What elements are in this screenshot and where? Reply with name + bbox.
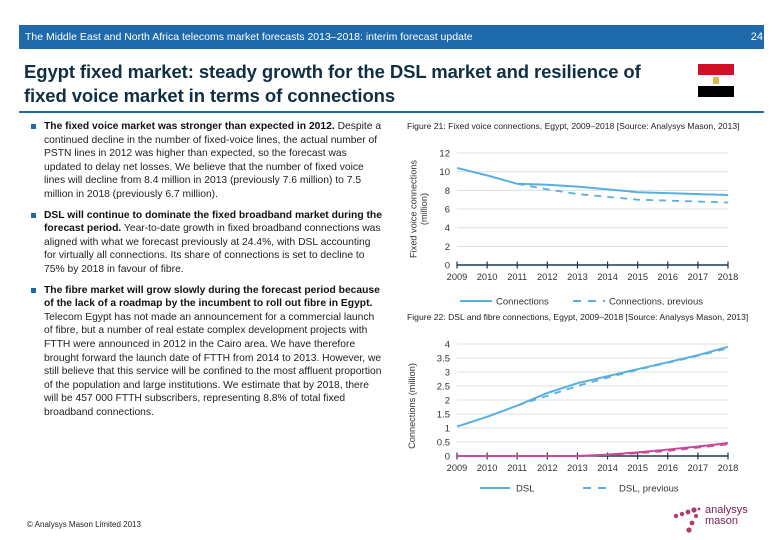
- y-tick-label: 1: [445, 424, 450, 435]
- running-title: The Middle East and North Africa telecom…: [25, 31, 473, 43]
- eagle-emblem-icon: [713, 77, 719, 84]
- x-tick-label: 2011: [507, 272, 527, 282]
- y-tick-label: 2.5: [437, 382, 450, 393]
- analysys-mason-logo-icon: [673, 507, 701, 533]
- y-axis-label: Connections (million): [407, 363, 417, 449]
- y-tick-label: 8: [445, 186, 450, 197]
- x-tick-label: 2014: [597, 272, 618, 282]
- y-axis-label: Fixed voice connections(million): [408, 160, 429, 258]
- bullet-list: The fixed voice market was stronger than…: [30, 120, 385, 426]
- title-divider: [19, 111, 764, 113]
- bullet-item: The fibre market will grow slowly during…: [30, 284, 385, 420]
- bullet-heading: DSL will continue to dominate the fixed …: [44, 209, 382, 235]
- bullet-heading: The fixed voice market was stronger than…: [44, 121, 335, 132]
- series-line-connections-previous: [517, 182, 729, 204]
- x-tick-label: 2011: [507, 463, 527, 473]
- x-tick-label: 2017: [688, 272, 709, 282]
- bullet-text: Telecom Egypt has not made an announceme…: [44, 311, 382, 418]
- x-tick-label: 2016: [657, 463, 678, 473]
- legend-label: Connections: [496, 297, 549, 306]
- legend-label: DSL, previous: [619, 484, 679, 495]
- y-tick-label: 2: [445, 242, 450, 253]
- x-tick-label: 2018: [718, 272, 739, 282]
- x-tick-label: 2010: [477, 463, 498, 473]
- figure-21-chart: Fixed voice connections(million) 0 2 4 6 8 10 1…: [408, 149, 739, 306]
- y-tick-label: 1.5: [437, 410, 450, 421]
- x-tick-label: 2015: [627, 272, 648, 282]
- y-tick-label: 4: [445, 340, 450, 351]
- bullet-text: Year-to-date growth in fixed broadband c…: [44, 223, 381, 275]
- page-title: Egypt fixed market: steady growth for th…: [24, 61, 641, 106]
- logo-line-2: mason: [705, 515, 739, 527]
- x-tick-label: 2012: [537, 272, 558, 282]
- bullet-text: Despite a continued decline in the numbe…: [44, 121, 382, 200]
- figure-22-chart: Connections (million) 0 0.5 1 1.5 2 2.5 3 3.5 4 20…: [407, 340, 739, 495]
- x-tick-label: 2013: [567, 463, 588, 473]
- logo-line-1: analysys: [705, 504, 748, 516]
- legend-label: DSL: [516, 484, 534, 495]
- y-tick-label: 0.5: [437, 438, 450, 449]
- y-tick-label: 6: [445, 205, 450, 216]
- bullet-heading: The fibre market will grow slowly during…: [44, 284, 380, 310]
- x-tick-label: 2014: [597, 463, 618, 473]
- bullet-marker-icon: [31, 287, 36, 293]
- x-tick-label: 2010: [477, 272, 498, 282]
- x-tick-label: 2015: [627, 463, 648, 473]
- legend-label: Connections, previous: [609, 297, 703, 306]
- y-tick-label: 0: [445, 452, 450, 463]
- y-tick-label: 3.5: [437, 354, 450, 365]
- figure-21-caption: Figure 21: Fixed voice connections, Egyp…: [407, 121, 740, 131]
- series-line-connections: [456, 166, 729, 196]
- bullet-marker-icon: [31, 212, 36, 218]
- running-header: The Middle East and North Africa telecom…: [19, 25, 764, 49]
- bullet-item: DSL will continue to dominate the fixed …: [30, 209, 385, 277]
- copyright-footer: © Analysys Mason Limited 2013: [27, 520, 141, 529]
- figure-22-caption: Figure 22: DSL and fibre connections, Eg…: [407, 312, 749, 322]
- y-tick-label: 4: [445, 223, 450, 234]
- x-tick-label: 2013: [567, 272, 588, 282]
- y-tick-label: 2: [445, 396, 450, 407]
- bullet-item: The fixed voice market was stronger than…: [30, 120, 385, 202]
- y-tick-label: 0: [445, 261, 450, 272]
- y-tick-label: 12: [439, 149, 450, 160]
- x-tick-label: 2016: [657, 272, 678, 282]
- series-line-dsl-previous: [516, 347, 729, 407]
- x-tick-label: 2009: [447, 463, 468, 473]
- bullet-marker-icon: [31, 124, 36, 129]
- x-tick-label: 2012: [537, 463, 558, 473]
- series-line-dsl: [456, 345, 729, 428]
- y-axis-label-line: (million): [419, 193, 429, 225]
- x-tick-label: 2018: [718, 463, 739, 473]
- egypt-flag-icon: [698, 64, 734, 97]
- y-tick-label: 3: [445, 368, 450, 379]
- y-axis-label-line: Fixed voice connections: [408, 160, 418, 258]
- y-tick-label: 10: [439, 167, 450, 178]
- x-tick-label: 2017: [688, 463, 709, 473]
- logo-wordmark: analysys mason: [705, 505, 748, 527]
- x-tick-label: 2009: [447, 272, 468, 282]
- page-number: 24: [750, 31, 763, 43]
